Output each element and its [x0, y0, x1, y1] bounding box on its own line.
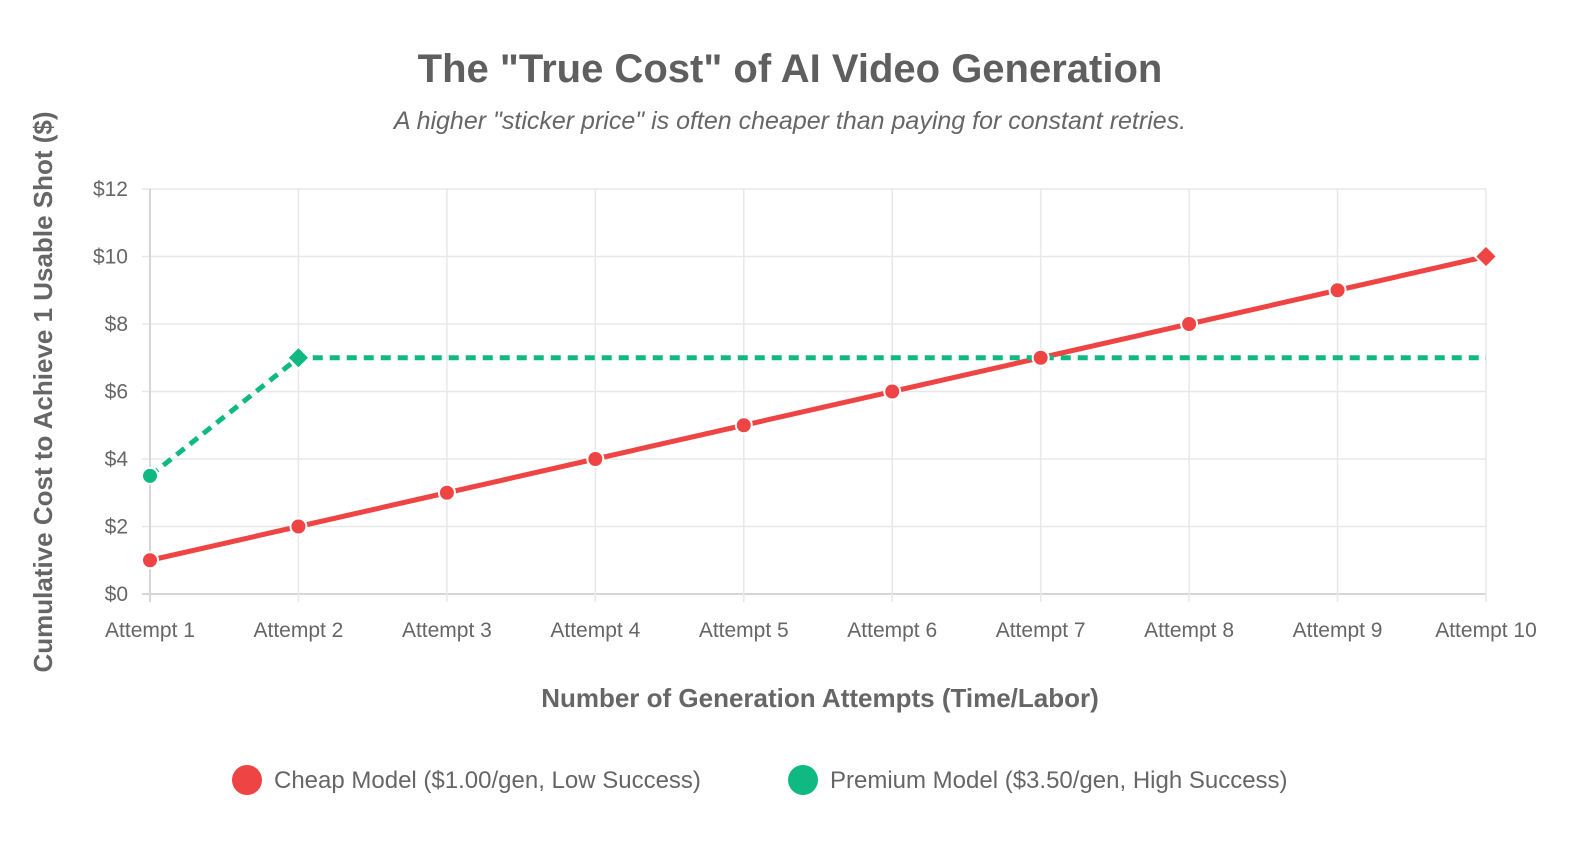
y-tick-label: $6: [105, 381, 128, 404]
series-line-cheap: [149, 254, 1487, 563]
data-point-premium[interactable]: [141, 466, 159, 485]
x-tick-label: Attempt 6: [847, 619, 937, 642]
grid: [142, 188, 1487, 602]
legend-item-cheap[interactable]: Cheap Model ($1.00/gen, Low Success): [232, 765, 701, 795]
data-point-cheap[interactable]: [734, 416, 753, 435]
data-point-premium-diamond[interactable]: [286, 345, 311, 371]
x-tick-label: Attempt 8: [1144, 619, 1234, 642]
legend-item-premium[interactable]: Premium Model ($3.50/gen, High Success): [788, 765, 1288, 795]
y-tick-label: $10: [93, 246, 128, 269]
data-point-cheap[interactable]: [1031, 348, 1050, 367]
y-tick-label: $8: [105, 313, 128, 336]
y-tick-label: $2: [105, 516, 128, 539]
y-axis-ticks: $0 $2 $4 $6 $8 $10 $12: [93, 178, 128, 606]
series: [141, 244, 1499, 570]
x-axis-title: Number of Generation Attempts (Time/Labo…: [541, 683, 1099, 713]
chart-subtitle: A higher "sticker price" is often cheape…: [392, 107, 1186, 135]
series-line-premium: [148, 355, 1486, 478]
data-point-cheap[interactable]: [289, 517, 308, 536]
x-tick-label: Attempt 7: [996, 619, 1086, 642]
data-point-cheap[interactable]: [141, 551, 159, 570]
data-point-cheap[interactable]: [883, 382, 902, 401]
data-point-cheap[interactable]: [1328, 281, 1347, 300]
y-tick-label: $4: [105, 448, 129, 471]
data-point-cheap[interactable]: [1180, 315, 1199, 333]
data-point-cheap-diamond[interactable]: [1473, 244, 1499, 269]
chart-title: The "True Cost" of AI Video Generation: [418, 47, 1163, 91]
legend-label-cheap: Cheap Model ($1.00/gen, Low Success): [274, 767, 701, 794]
x-tick-label: Attempt 1: [105, 619, 195, 642]
x-tick-label: Attempt 5: [699, 619, 789, 642]
y-tick-label: $0: [105, 583, 128, 606]
data-point-cheap[interactable]: [437, 483, 456, 502]
x-tick-label: Attempt 4: [550, 619, 640, 642]
x-tick-label: Attempt 2: [253, 619, 343, 642]
legend: Cheap Model ($1.00/gen, Low Success) Pre…: [232, 765, 1288, 795]
legend-label-premium: Premium Model ($3.50/gen, High Success): [830, 767, 1288, 794]
data-point-cheap[interactable]: [586, 450, 605, 468]
legend-swatch-premium: [788, 765, 818, 795]
x-tick-label: Attempt 9: [1293, 619, 1383, 642]
x-tick-label: Attempt 3: [402, 619, 492, 642]
x-tick-label: Attempt 10: [1435, 619, 1537, 642]
y-axis-title: Cumulative Cost to Achieve 1 Usable Shot…: [28, 111, 58, 672]
y-tick-label: $12: [93, 178, 128, 201]
legend-swatch-cheap: [232, 765, 262, 795]
x-axis-ticks: Attempt 1 Attempt 2 Attempt 3 Attempt 4 Atte…: [105, 619, 1537, 642]
